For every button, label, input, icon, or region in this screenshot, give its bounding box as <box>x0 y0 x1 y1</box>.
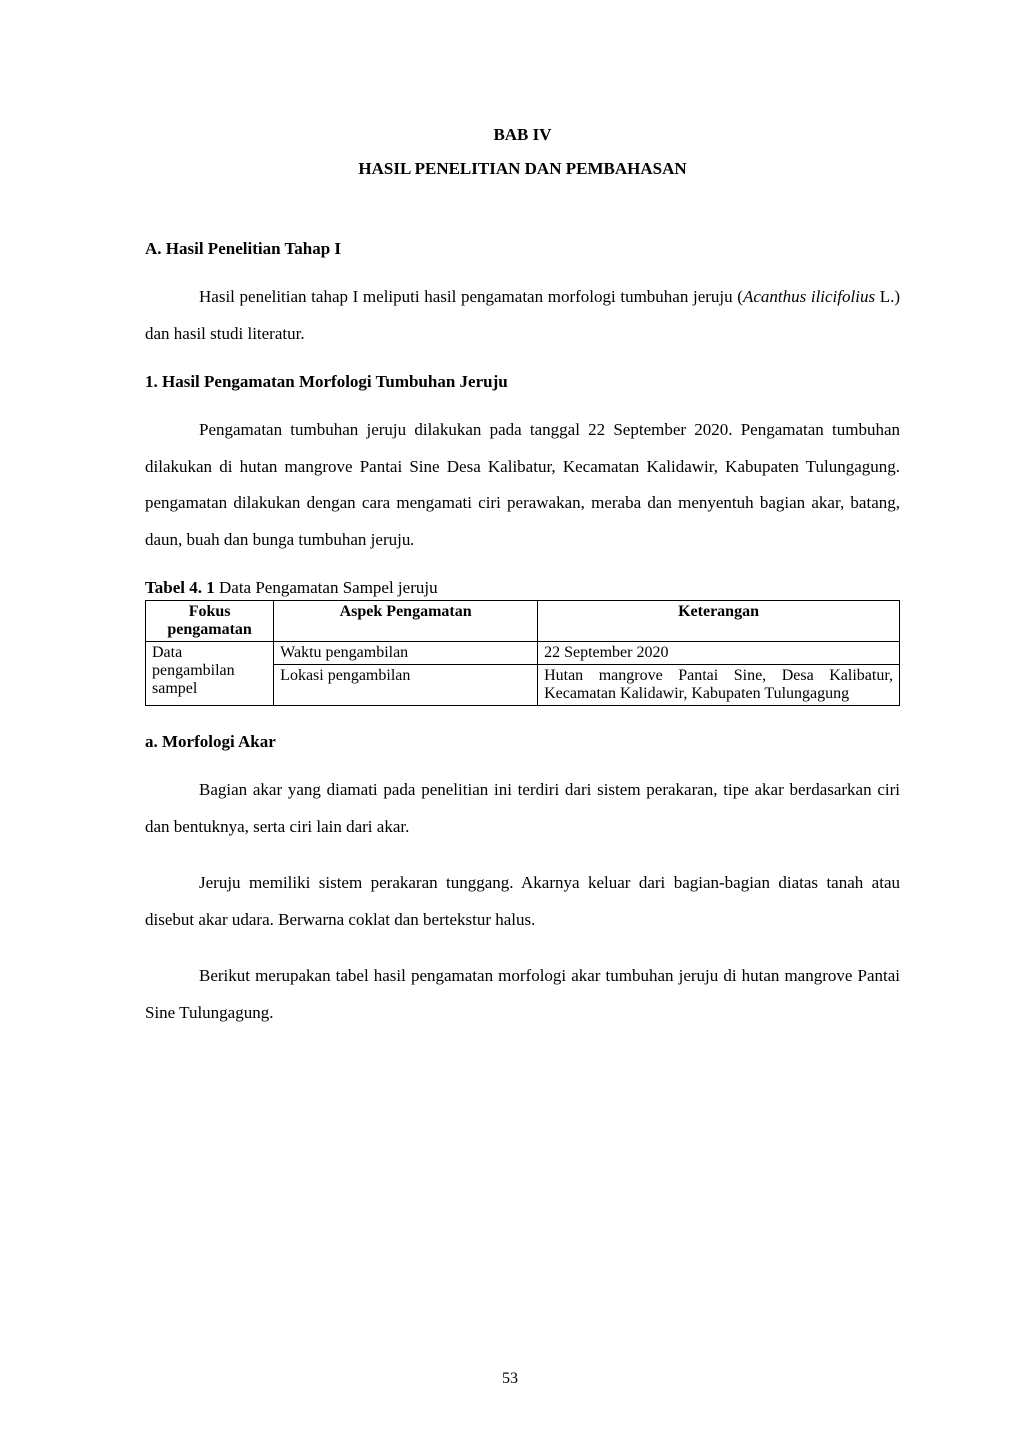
table-cell-aspek: Waktu pengambilan <box>274 642 538 665</box>
table-cell-fokus: Data pengambilan sampel <box>146 642 274 706</box>
chapter-number: BAB IV <box>145 125 900 145</box>
chapter-title: HASIL PENELITIAN DAN PEMBAHASAN <box>145 159 900 179</box>
table-cell-aspek: Lokasi pengambilan <box>274 665 538 706</box>
para-text: Hasil penelitian tahap I meliputi hasil … <box>199 287 743 306</box>
table-row: Data pengambilan sampel Waktu pengambila… <box>146 642 900 665</box>
section-a-para-1: Hasil penelitian tahap I meliputi hasil … <box>145 279 900 352</box>
section-1-heading: 1. Hasil Pengamatan Morfologi Tumbuhan J… <box>145 372 900 392</box>
table-cell-keterangan: 22 September 2020 <box>538 642 900 665</box>
subsection-a-heading: a. Morfologi Akar <box>145 732 900 752</box>
table-caption-text: Data Pengamatan Sampel jeruju <box>215 578 438 597</box>
para-text-italic: . <box>410 530 414 549</box>
subsection-a-para-2: Jeruju memiliki sistem perakaran tunggan… <box>145 865 900 938</box>
para-text: Pengamatan tumbuhan jeruju dilakukan pad… <box>145 420 900 549</box>
table-caption: Tabel 4. 1 Data Pengamatan Sampel jeruju <box>145 578 900 598</box>
section-a-heading: A. Hasil Penelitian Tahap I <box>145 239 900 259</box>
table-header-keterangan: Keterangan <box>538 601 900 642</box>
document-page: BAB IV HASIL PENELITIAN DAN PEMBAHASAN A… <box>145 125 900 1032</box>
table-header-fokus: Fokus pengamatan <box>146 601 274 642</box>
table-cell-keterangan: Hutan mangrove Pantai Sine, Desa Kalibat… <box>538 665 900 706</box>
table-header-aspek: Aspek Pengamatan <box>274 601 538 642</box>
species-name: Acanthus ilicifolius <box>743 287 875 306</box>
table-header-row: Fokus pengamatan Aspek Pengamatan Ketera… <box>146 601 900 642</box>
page-number: 53 <box>0 1370 1020 1388</box>
section-1-para-1: Pengamatan tumbuhan jeruju dilakukan pad… <box>145 412 900 558</box>
sample-observation-table: Fokus pengamatan Aspek Pengamatan Ketera… <box>145 600 900 706</box>
subsection-a-para-1: Bagian akar yang diamati pada penelitian… <box>145 772 900 845</box>
table-caption-label: Tabel 4. 1 <box>145 578 215 597</box>
subsection-a-para-3: Berikut merupakan tabel hasil pengamatan… <box>145 958 900 1031</box>
